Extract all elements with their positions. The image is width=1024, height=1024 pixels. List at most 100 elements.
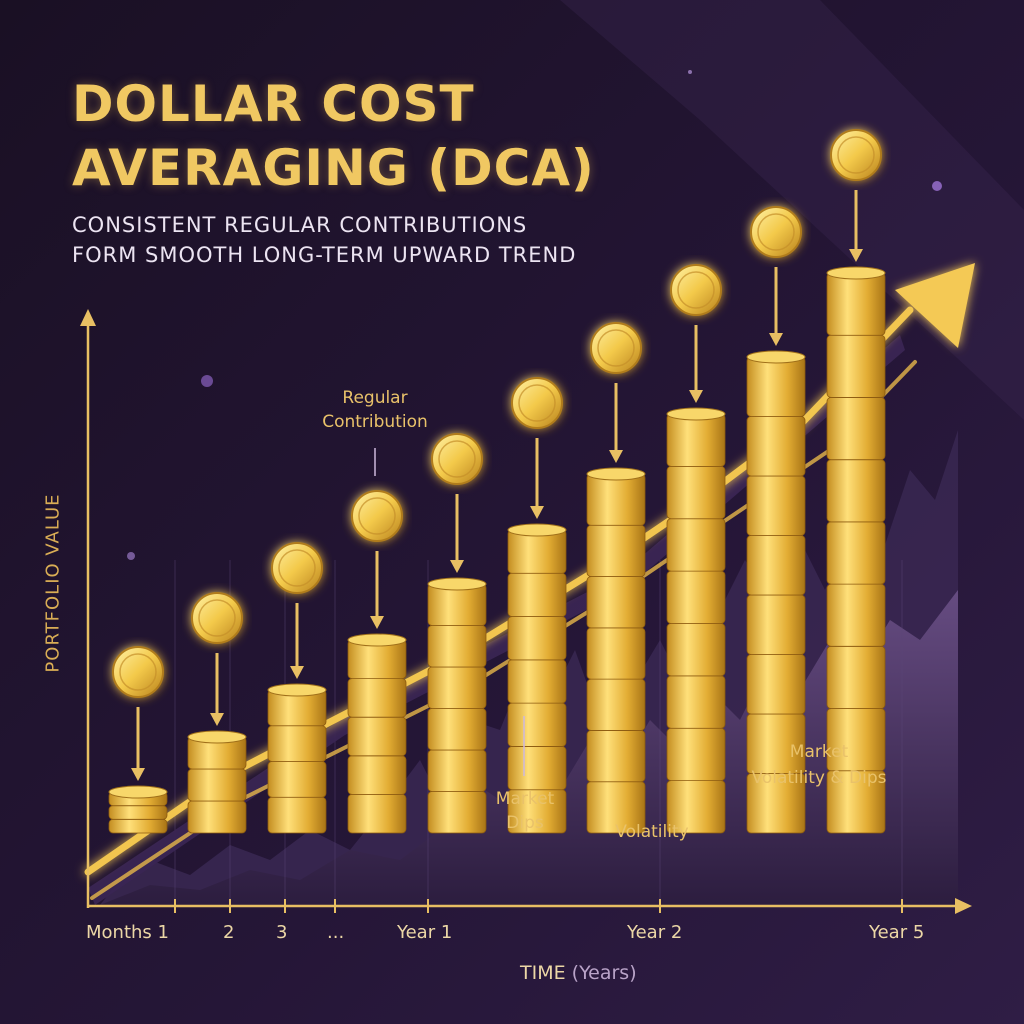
- contribution-coins: [108, 129, 886, 834]
- drop-arrow-head: [849, 249, 863, 262]
- coin-stack-slice: [746, 416, 806, 477]
- star-decoration: [932, 181, 942, 191]
- falling-coin-rim: [438, 440, 476, 478]
- coin-stack-top: [666, 407, 726, 421]
- coin-stack-slice: [427, 666, 487, 709]
- market-volatility-line-1: Market: [789, 742, 849, 762]
- x-tick-label: ...: [327, 922, 345, 943]
- falling-coin-rim: [198, 599, 236, 637]
- coin-stack-slice: [826, 334, 886, 398]
- coin-stack-slice: [746, 356, 806, 417]
- coin-stack-top: [586, 467, 646, 481]
- regular-contribution-line-2: Contribution: [322, 412, 428, 432]
- falling-coin-rim: [837, 136, 875, 174]
- coin-stack-top: [347, 633, 407, 647]
- coin-stack-slice: [267, 725, 327, 762]
- coin-stack-slice: [586, 730, 646, 783]
- falling-coin-rim: [358, 497, 396, 535]
- falling-coin-rim: [597, 329, 635, 367]
- falling-coin-rim: [757, 213, 795, 251]
- coin-stack-top: [826, 266, 886, 280]
- drop-arrow-head: [210, 713, 224, 726]
- contribution-4: [347, 490, 407, 834]
- coin-stack-slice: [427, 708, 487, 751]
- coin-stack-slice: [826, 272, 886, 336]
- star-decoration: [201, 375, 213, 387]
- coin-stack-slice: [666, 570, 726, 624]
- coin-stack-slice: [666, 518, 726, 572]
- coin-stack-slice: [347, 716, 407, 757]
- drop-arrow-head: [450, 560, 464, 573]
- coin-stack-top: [108, 785, 168, 799]
- coin-stack-slice: [666, 727, 726, 782]
- coin-stack-slice: [746, 475, 806, 536]
- coin-stack-top: [746, 350, 806, 364]
- coin-stack-slice: [586, 576, 646, 629]
- coin-stack-slice: [347, 755, 407, 795]
- star-decoration: [127, 552, 135, 560]
- coin-stack-slice: [187, 768, 247, 802]
- coin-stack-slice: [427, 749, 487, 792]
- drop-arrow-head: [131, 768, 145, 781]
- regular-contribution-line-1: Regular: [342, 388, 408, 408]
- contribution-2: [187, 592, 247, 834]
- coin-stack-slice: [108, 818, 168, 834]
- coin-stack-top: [507, 523, 567, 537]
- coin-stack-slice: [826, 459, 886, 523]
- coin-stack-slice: [826, 521, 886, 585]
- market-dips-line-2: Dips: [506, 813, 544, 833]
- coin-stack-slice: [267, 761, 327, 798]
- contribution-10: [826, 129, 886, 834]
- coin-stack-slice: [347, 678, 407, 718]
- coin-stack-slice: [826, 645, 886, 709]
- coin-stack-slice: [347, 794, 407, 834]
- coin-stack-slice: [586, 627, 646, 680]
- x-tick-label: Year 2: [627, 922, 683, 943]
- x-tick-marks: [174, 899, 903, 913]
- drop-arrow-head: [609, 450, 623, 463]
- market-volatility-dips-label: Market Volatility & Dips: [724, 739, 914, 791]
- x-axis-label-unit: (Years): [571, 962, 637, 984]
- coin-stack-slice: [586, 524, 646, 577]
- coin-stack-top: [187, 730, 247, 744]
- coin-stack-slice: [267, 796, 327, 834]
- market-dips-label: Market Dips: [470, 787, 580, 835]
- coin-stack-slice: [507, 572, 567, 617]
- coin-stack-slice: [586, 473, 646, 526]
- x-tick-label: Months 1: [86, 922, 169, 943]
- coin-stack-slice: [746, 535, 806, 596]
- coin-stack-slice: [507, 616, 567, 661]
- coin-stack-slice: [507, 702, 567, 747]
- y-axis-arrowhead: [80, 309, 96, 326]
- volatility-series-front: [100, 590, 958, 905]
- x-axis-label: TIME (Years): [520, 962, 637, 984]
- market-volatility-line-2: Volatility & Dips: [751, 768, 887, 788]
- drop-arrow-head: [530, 506, 544, 519]
- trend-arrow-head: [895, 263, 975, 348]
- x-axis-arrowhead: [955, 898, 972, 914]
- subtitle-line-2: FORM SMOOTH LONG-TERM UPWARD TREND: [72, 243, 577, 267]
- coin-stack-slice: [746, 594, 806, 655]
- coin-stack-slice: [427, 625, 487, 668]
- volatility-label: Volatility: [615, 822, 689, 842]
- drop-arrow-head: [370, 616, 384, 629]
- x-axis-label-text: TIME: [520, 962, 566, 984]
- contribution-1: [108, 646, 168, 834]
- contribution-7: [586, 322, 646, 834]
- coin-stack-slice: [586, 678, 646, 731]
- x-tick-label: 3: [276, 922, 288, 943]
- background-light-beam: [560, 0, 1024, 420]
- falling-coin-rim: [518, 384, 556, 422]
- drop-arrow-head: [769, 333, 783, 346]
- x-tick-label: 2: [223, 922, 235, 943]
- subtitle-line-1: CONSISTENT REGULAR CONTRIBUTIONS: [72, 213, 528, 237]
- coin-stack-slice: [746, 654, 806, 715]
- title-line-1: DOLLAR COST: [72, 75, 475, 133]
- coin-stack-top: [427, 577, 487, 591]
- coin-stack-slice: [666, 413, 726, 467]
- y-axis-label: PORTFOLIO VALUE: [42, 493, 64, 673]
- star-decoration: [688, 70, 692, 74]
- chart-subtitle: CONSISTENT REGULAR CONTRIBUTIONS FORM SM…: [72, 210, 576, 270]
- x-tick-label: Year 1: [397, 922, 453, 943]
- chart-title: DOLLAR COST AVERAGING (DCA): [72, 72, 595, 200]
